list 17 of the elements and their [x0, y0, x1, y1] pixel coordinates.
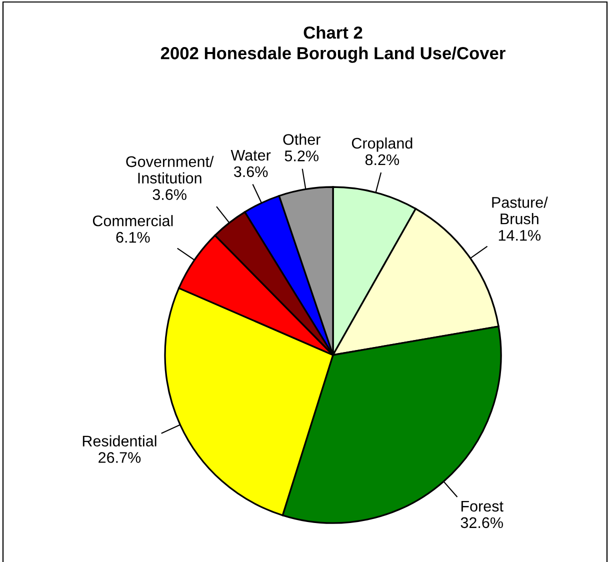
slice-label: Commercial [92, 215, 173, 226]
slice-label: Government/ Institution [126, 156, 214, 184]
chart-title: Chart 2 2002 Honesdale Borough Land Use/Cover [160, 26, 506, 63]
data-label: 32.6% [460, 517, 503, 528]
slice-label: Pasture/ Brush [492, 196, 548, 224]
data-label: 8.2% [365, 154, 400, 166]
data-label: 14.1% [498, 230, 541, 241]
slice-label: Other [283, 134, 320, 145]
slice-label: Forest [461, 500, 504, 512]
data-label: 6.1% [116, 232, 150, 243]
data-label: 3.6% [234, 166, 268, 178]
data-label: 3.6% [152, 189, 186, 200]
slice-label: Residential [82, 435, 156, 446]
slice-label: Water [230, 150, 271, 161]
data-label: 5.2% [284, 150, 318, 162]
data-label: 26.7% [98, 452, 141, 463]
slice-label: Cropland [352, 137, 412, 152]
